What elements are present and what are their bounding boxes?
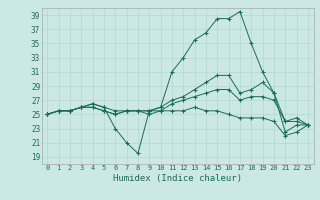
- X-axis label: Humidex (Indice chaleur): Humidex (Indice chaleur): [113, 174, 242, 183]
